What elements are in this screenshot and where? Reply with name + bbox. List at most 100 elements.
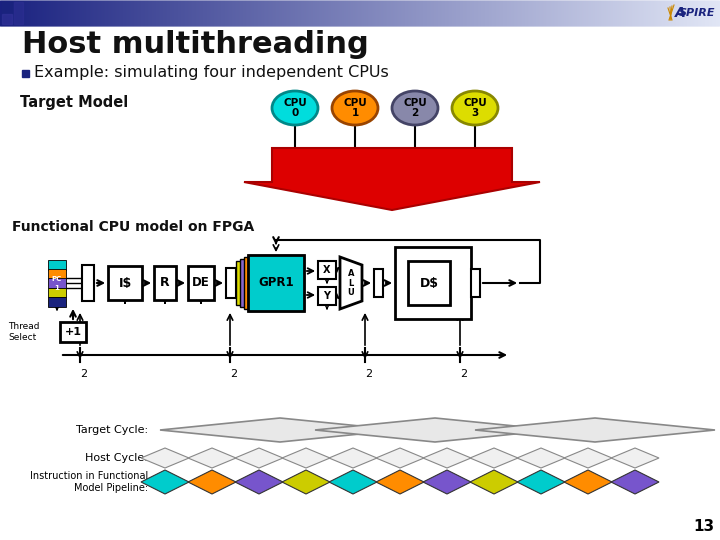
- Polygon shape: [141, 448, 189, 468]
- Text: PC: PC: [52, 276, 62, 282]
- Text: Thread
Select: Thread Select: [8, 322, 40, 342]
- Bar: [60, 322, 86, 342]
- Text: Functional CPU model on FPGA: Functional CPU model on FPGA: [12, 220, 254, 234]
- Polygon shape: [517, 448, 565, 468]
- Text: 2: 2: [591, 425, 598, 435]
- Bar: [318, 287, 336, 305]
- Text: 0: 0: [162, 454, 168, 462]
- Text: 8: 8: [538, 454, 544, 462]
- Ellipse shape: [452, 91, 498, 125]
- Text: R: R: [160, 276, 170, 289]
- Text: i0: i0: [161, 477, 169, 487]
- Text: i2: i2: [584, 477, 593, 487]
- Text: CPU
2: CPU 2: [403, 98, 427, 118]
- Polygon shape: [141, 470, 189, 494]
- Polygon shape: [470, 448, 518, 468]
- Text: Target Cycle:: Target Cycle:: [76, 425, 148, 435]
- Polygon shape: [517, 470, 565, 494]
- Text: X: X: [323, 265, 330, 275]
- Text: A
L
U: A L U: [348, 269, 354, 297]
- Text: 4: 4: [350, 454, 356, 462]
- Text: i1: i1: [443, 477, 451, 487]
- Text: Target Model: Target Model: [20, 95, 128, 110]
- Ellipse shape: [272, 91, 318, 125]
- Polygon shape: [376, 470, 424, 494]
- Text: Host multithreading: Host multithreading: [22, 30, 369, 59]
- Text: 2: 2: [256, 454, 262, 462]
- Text: Y: Y: [323, 291, 330, 301]
- Bar: [48, 260, 66, 269]
- Polygon shape: [188, 448, 236, 468]
- Polygon shape: [188, 470, 236, 494]
- Bar: [248, 255, 304, 311]
- Ellipse shape: [332, 91, 378, 125]
- Text: i1: i1: [395, 477, 405, 487]
- Bar: [236, 261, 292, 305]
- Polygon shape: [376, 448, 424, 468]
- Text: Instruction in Functional
Model Pipeline:: Instruction in Functional Model Pipeline…: [30, 471, 148, 493]
- Text: i1: i1: [348, 477, 357, 487]
- Text: A: A: [675, 6, 685, 20]
- Bar: [408, 261, 450, 305]
- Bar: [226, 268, 236, 298]
- Polygon shape: [611, 448, 659, 468]
- Text: GPR1: GPR1: [258, 276, 294, 289]
- Text: 1: 1: [209, 454, 215, 462]
- Text: i1: i1: [490, 477, 498, 487]
- Bar: [395, 247, 471, 319]
- Text: 9: 9: [585, 454, 591, 462]
- Bar: [14, 2, 23, 24]
- Text: i0: i0: [255, 477, 264, 487]
- Polygon shape: [340, 257, 362, 309]
- Polygon shape: [244, 148, 540, 210]
- Text: 13: 13: [693, 519, 714, 534]
- Text: 2: 2: [366, 369, 372, 379]
- Polygon shape: [611, 470, 659, 494]
- Bar: [108, 266, 142, 300]
- Text: 1: 1: [431, 425, 438, 435]
- Text: 0: 0: [276, 425, 284, 435]
- Polygon shape: [423, 448, 471, 468]
- Text: i0: i0: [302, 477, 310, 487]
- Bar: [188, 266, 214, 300]
- Text: 5: 5: [397, 454, 403, 462]
- Polygon shape: [282, 448, 330, 468]
- Bar: [48, 279, 66, 288]
- Bar: [374, 269, 383, 297]
- Bar: [48, 288, 66, 298]
- Text: CPU
1: CPU 1: [343, 98, 367, 118]
- Text: i0: i0: [207, 477, 217, 487]
- Text: 7: 7: [491, 454, 497, 462]
- Polygon shape: [564, 470, 612, 494]
- Text: +1: +1: [65, 327, 81, 337]
- Text: Host Cycle:: Host Cycle:: [85, 453, 148, 463]
- Bar: [82, 265, 94, 301]
- Bar: [48, 269, 66, 279]
- Text: SPIRE: SPIRE: [678, 8, 715, 18]
- Text: CPU
3: CPU 3: [463, 98, 487, 118]
- Bar: [2, 2, 12, 13]
- Text: 2: 2: [81, 369, 88, 379]
- Text: Example: simulating four independent CPUs: Example: simulating four independent CPU…: [34, 65, 389, 80]
- Text: I$: I$: [118, 276, 132, 289]
- Polygon shape: [315, 418, 555, 442]
- Polygon shape: [329, 448, 377, 468]
- Text: i2: i2: [536, 477, 546, 487]
- Polygon shape: [235, 470, 283, 494]
- Polygon shape: [475, 418, 715, 442]
- Bar: [2, 14, 12, 24]
- Polygon shape: [329, 470, 377, 494]
- Polygon shape: [160, 418, 400, 442]
- Text: 3: 3: [303, 454, 309, 462]
- Text: DE: DE: [192, 276, 210, 289]
- Polygon shape: [470, 470, 518, 494]
- Text: 2: 2: [230, 369, 238, 379]
- Ellipse shape: [392, 91, 438, 125]
- Bar: [22, 70, 29, 77]
- Polygon shape: [282, 470, 330, 494]
- Text: 6: 6: [444, 454, 450, 462]
- Text: 10: 10: [629, 454, 641, 462]
- Bar: [240, 259, 296, 307]
- Text: CPU
0: CPU 0: [283, 98, 307, 118]
- Bar: [318, 261, 336, 279]
